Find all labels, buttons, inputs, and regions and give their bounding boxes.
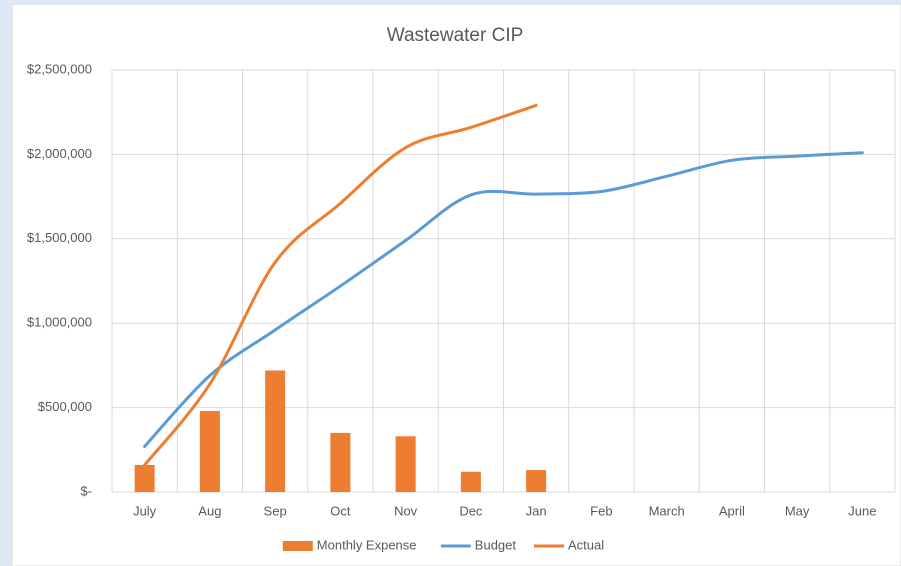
x-tick-label: Aug	[198, 503, 221, 518]
y-tick-label: $2,000,000	[27, 146, 92, 161]
chart-title: Wastewater CIP	[387, 25, 524, 46]
line	[143, 103, 538, 467]
y-tick-label: $-	[80, 483, 92, 498]
bar	[134, 464, 155, 492]
legend-label: Actual	[568, 537, 604, 552]
x-tick-label: June	[848, 503, 876, 518]
x-tick-label: Oct	[330, 503, 351, 518]
bar	[199, 410, 220, 492]
x-tick-label: Feb	[590, 503, 612, 518]
bar	[330, 432, 351, 492]
x-tick-label: Sep	[264, 503, 287, 518]
x-tick-label: April	[719, 503, 745, 518]
bar	[395, 436, 416, 492]
x-tick-label: May	[785, 503, 810, 518]
y-tick-label: $1,000,000	[27, 315, 92, 330]
legend-swatch	[282, 541, 313, 551]
line	[143, 151, 864, 448]
legend-label: Monthly Expense	[317, 537, 417, 552]
y-tick-label: $1,500,000	[27, 230, 92, 245]
bar	[460, 471, 481, 492]
y-tick-label: $500,000	[38, 399, 92, 414]
chart-area	[11, 3, 901, 566]
y-tick-label: $2,500,000	[27, 61, 92, 76]
x-tick-label: March	[649, 503, 685, 518]
bar	[526, 470, 547, 492]
bar	[265, 370, 286, 492]
x-tick-label: July	[133, 503, 157, 518]
x-tick-label: Jan	[526, 503, 547, 518]
legend-label: Budget	[475, 537, 517, 552]
x-tick-label: Nov	[394, 503, 418, 518]
x-tick-label: Dec	[459, 503, 483, 518]
